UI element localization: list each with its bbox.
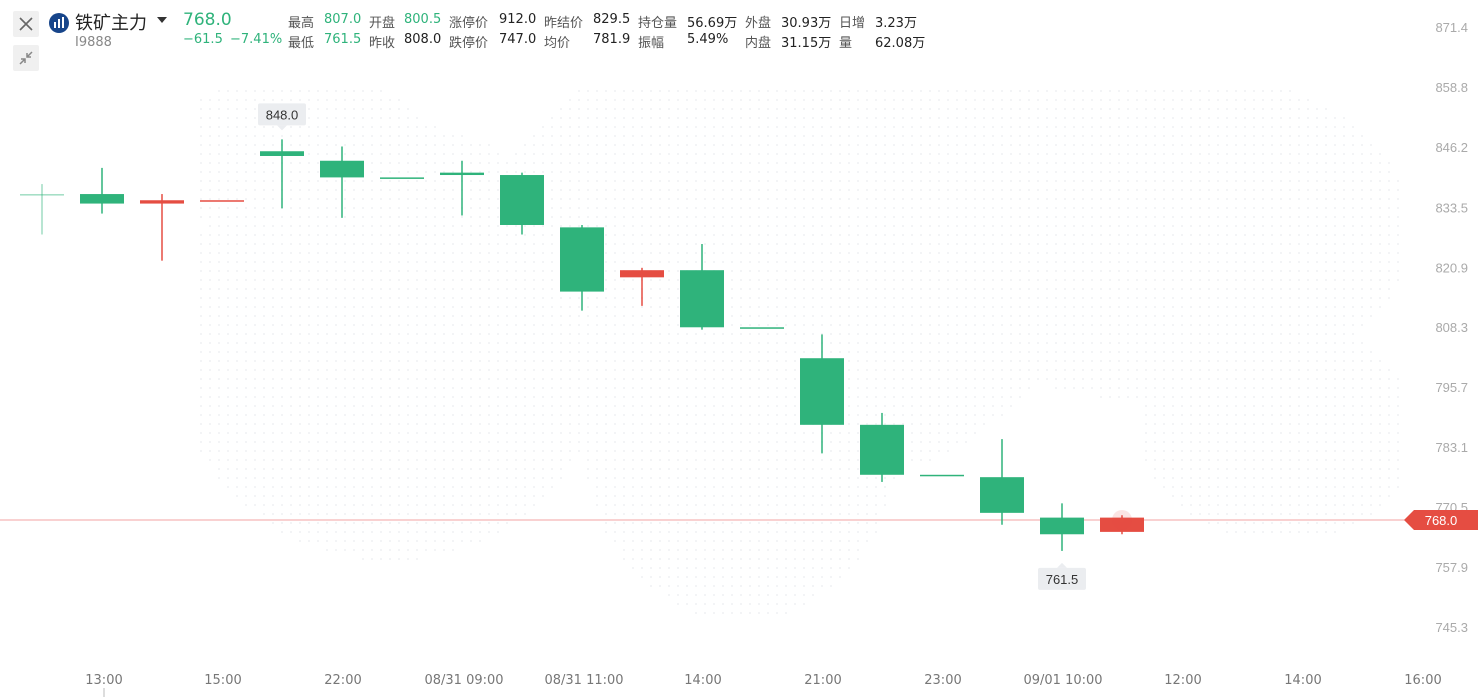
stat-label: 均价 bbox=[544, 36, 571, 51]
candle-body bbox=[560, 227, 604, 292]
current-price-tag bbox=[1404, 509, 1478, 530]
candle-body bbox=[320, 160, 364, 178]
stat-label: 开盘 bbox=[369, 16, 396, 31]
min-price-label: 761.5 bbox=[1046, 572, 1079, 587]
x-tick-label: 08/31 11:00 bbox=[544, 673, 623, 688]
min-label-pointer bbox=[1057, 562, 1067, 568]
stat-value: 912.0 bbox=[499, 12, 537, 27]
current-price-label: 768.0 bbox=[1425, 513, 1458, 528]
y-tick-label: 795.7 bbox=[1435, 380, 1468, 395]
stat-label: 涨停价 bbox=[449, 16, 489, 31]
candle-body bbox=[500, 175, 544, 225]
max-price-label: 848.0 bbox=[266, 107, 299, 122]
candle-body bbox=[20, 194, 64, 196]
stat-label: 最高 bbox=[288, 16, 315, 31]
chevron-down-icon[interactable] bbox=[157, 17, 167, 23]
max-label-box bbox=[258, 103, 306, 126]
y-tick-label: 820.9 bbox=[1435, 260, 1468, 275]
y-tick-label: 783.1 bbox=[1435, 440, 1468, 455]
x-tick-label: 21:00 bbox=[804, 673, 841, 688]
stat-label: 外盘 bbox=[745, 16, 772, 31]
y-tick-label: 745.3 bbox=[1435, 620, 1468, 635]
candle-body bbox=[440, 172, 484, 176]
stat-value: 747.0 bbox=[499, 32, 537, 47]
stat-value: 31.15万 bbox=[781, 36, 832, 51]
last-price: 768.0 bbox=[183, 10, 232, 30]
x-tick-label: 12:00 bbox=[1164, 673, 1201, 688]
candle-body bbox=[380, 177, 424, 179]
y-tick-label: 846.2 bbox=[1435, 140, 1468, 155]
stat-label: 跌停价 bbox=[449, 36, 489, 51]
y-tick-label: 871.4 bbox=[1435, 20, 1468, 35]
stat-value: 5.49% bbox=[687, 32, 729, 47]
stat-value: 800.5 bbox=[404, 12, 442, 27]
stat-label: 最低 bbox=[288, 36, 315, 51]
stat-label: 持仓量 bbox=[638, 16, 678, 31]
shrink-icon bbox=[19, 51, 33, 65]
x-tick-label: 13:00 bbox=[85, 673, 122, 688]
stat-value: 808.0 bbox=[404, 32, 442, 47]
y-tick-label: 808.3 bbox=[1435, 320, 1468, 335]
instrument-code: I9888 bbox=[75, 35, 112, 50]
x-tick-label: 08/31 09:00 bbox=[424, 673, 503, 688]
y-tick-label: 757.9 bbox=[1435, 560, 1468, 575]
candle-body bbox=[980, 477, 1024, 513]
candle-body bbox=[740, 327, 784, 329]
x-tick-label: 16:00 bbox=[1404, 673, 1441, 688]
candle-body bbox=[260, 151, 304, 156]
min-label-box bbox=[1038, 567, 1086, 590]
candle-body bbox=[1040, 517, 1084, 535]
stat-label: 昨收 bbox=[369, 36, 396, 51]
x-tick-label: 14:00 bbox=[1284, 673, 1321, 688]
stat-label: 昨结价 bbox=[544, 16, 584, 31]
logo-icon bbox=[49, 13, 69, 33]
candle-body bbox=[620, 270, 664, 278]
quote-header: 铁矿主力 I9888 768.0 −61.5 −7.41% 最高 807.0 最低 7… bbox=[0, 0, 1400, 71]
price-change-pct: −7.41% bbox=[230, 32, 283, 47]
shrink-button[interactable] bbox=[13, 45, 39, 71]
max-label-pointer bbox=[277, 125, 287, 131]
candle-body bbox=[1100, 517, 1144, 532]
stat-value: 781.9 bbox=[593, 32, 631, 47]
x-tick-label: 23:00 bbox=[924, 673, 961, 688]
stat-value: 30.93万 bbox=[781, 16, 832, 31]
candle-body bbox=[80, 194, 124, 204]
candle-body bbox=[140, 200, 184, 204]
stat-label: 内盘 bbox=[745, 36, 772, 51]
stat-label: 量 bbox=[839, 36, 853, 51]
y-tick-label: 858.8 bbox=[1435, 80, 1468, 95]
candle-body bbox=[680, 270, 724, 328]
stat-value: 3.23万 bbox=[875, 16, 917, 31]
candle-body bbox=[920, 474, 964, 477]
stat-value: 761.5 bbox=[324, 32, 362, 47]
close-icon bbox=[19, 17, 33, 31]
stat-label: 日增 bbox=[839, 16, 866, 31]
stat-value: 56.69万 bbox=[687, 16, 738, 31]
stat-value: 807.0 bbox=[324, 12, 362, 27]
candle-body bbox=[860, 424, 904, 475]
candle-body bbox=[800, 358, 844, 425]
close-button[interactable] bbox=[13, 11, 39, 37]
y-tick-label: 833.5 bbox=[1435, 200, 1468, 215]
live-price-dot bbox=[1119, 517, 1125, 523]
x-tick-label: 15:00 bbox=[204, 673, 241, 688]
stat-label: 振幅 bbox=[638, 36, 665, 51]
world-map-backdrop bbox=[200, 90, 1399, 614]
x-tick-label: 14:00 bbox=[684, 673, 721, 688]
stat-value: 829.5 bbox=[593, 12, 631, 27]
stat-value: 62.08万 bbox=[875, 36, 926, 51]
price-change: −61.5 bbox=[183, 32, 223, 47]
x-tick-label: 09/01 10:00 bbox=[1023, 673, 1102, 688]
instrument-name[interactable]: 铁矿主力 bbox=[75, 13, 147, 34]
candle-body bbox=[200, 200, 244, 202]
x-tick-label: 22:00 bbox=[324, 673, 361, 688]
